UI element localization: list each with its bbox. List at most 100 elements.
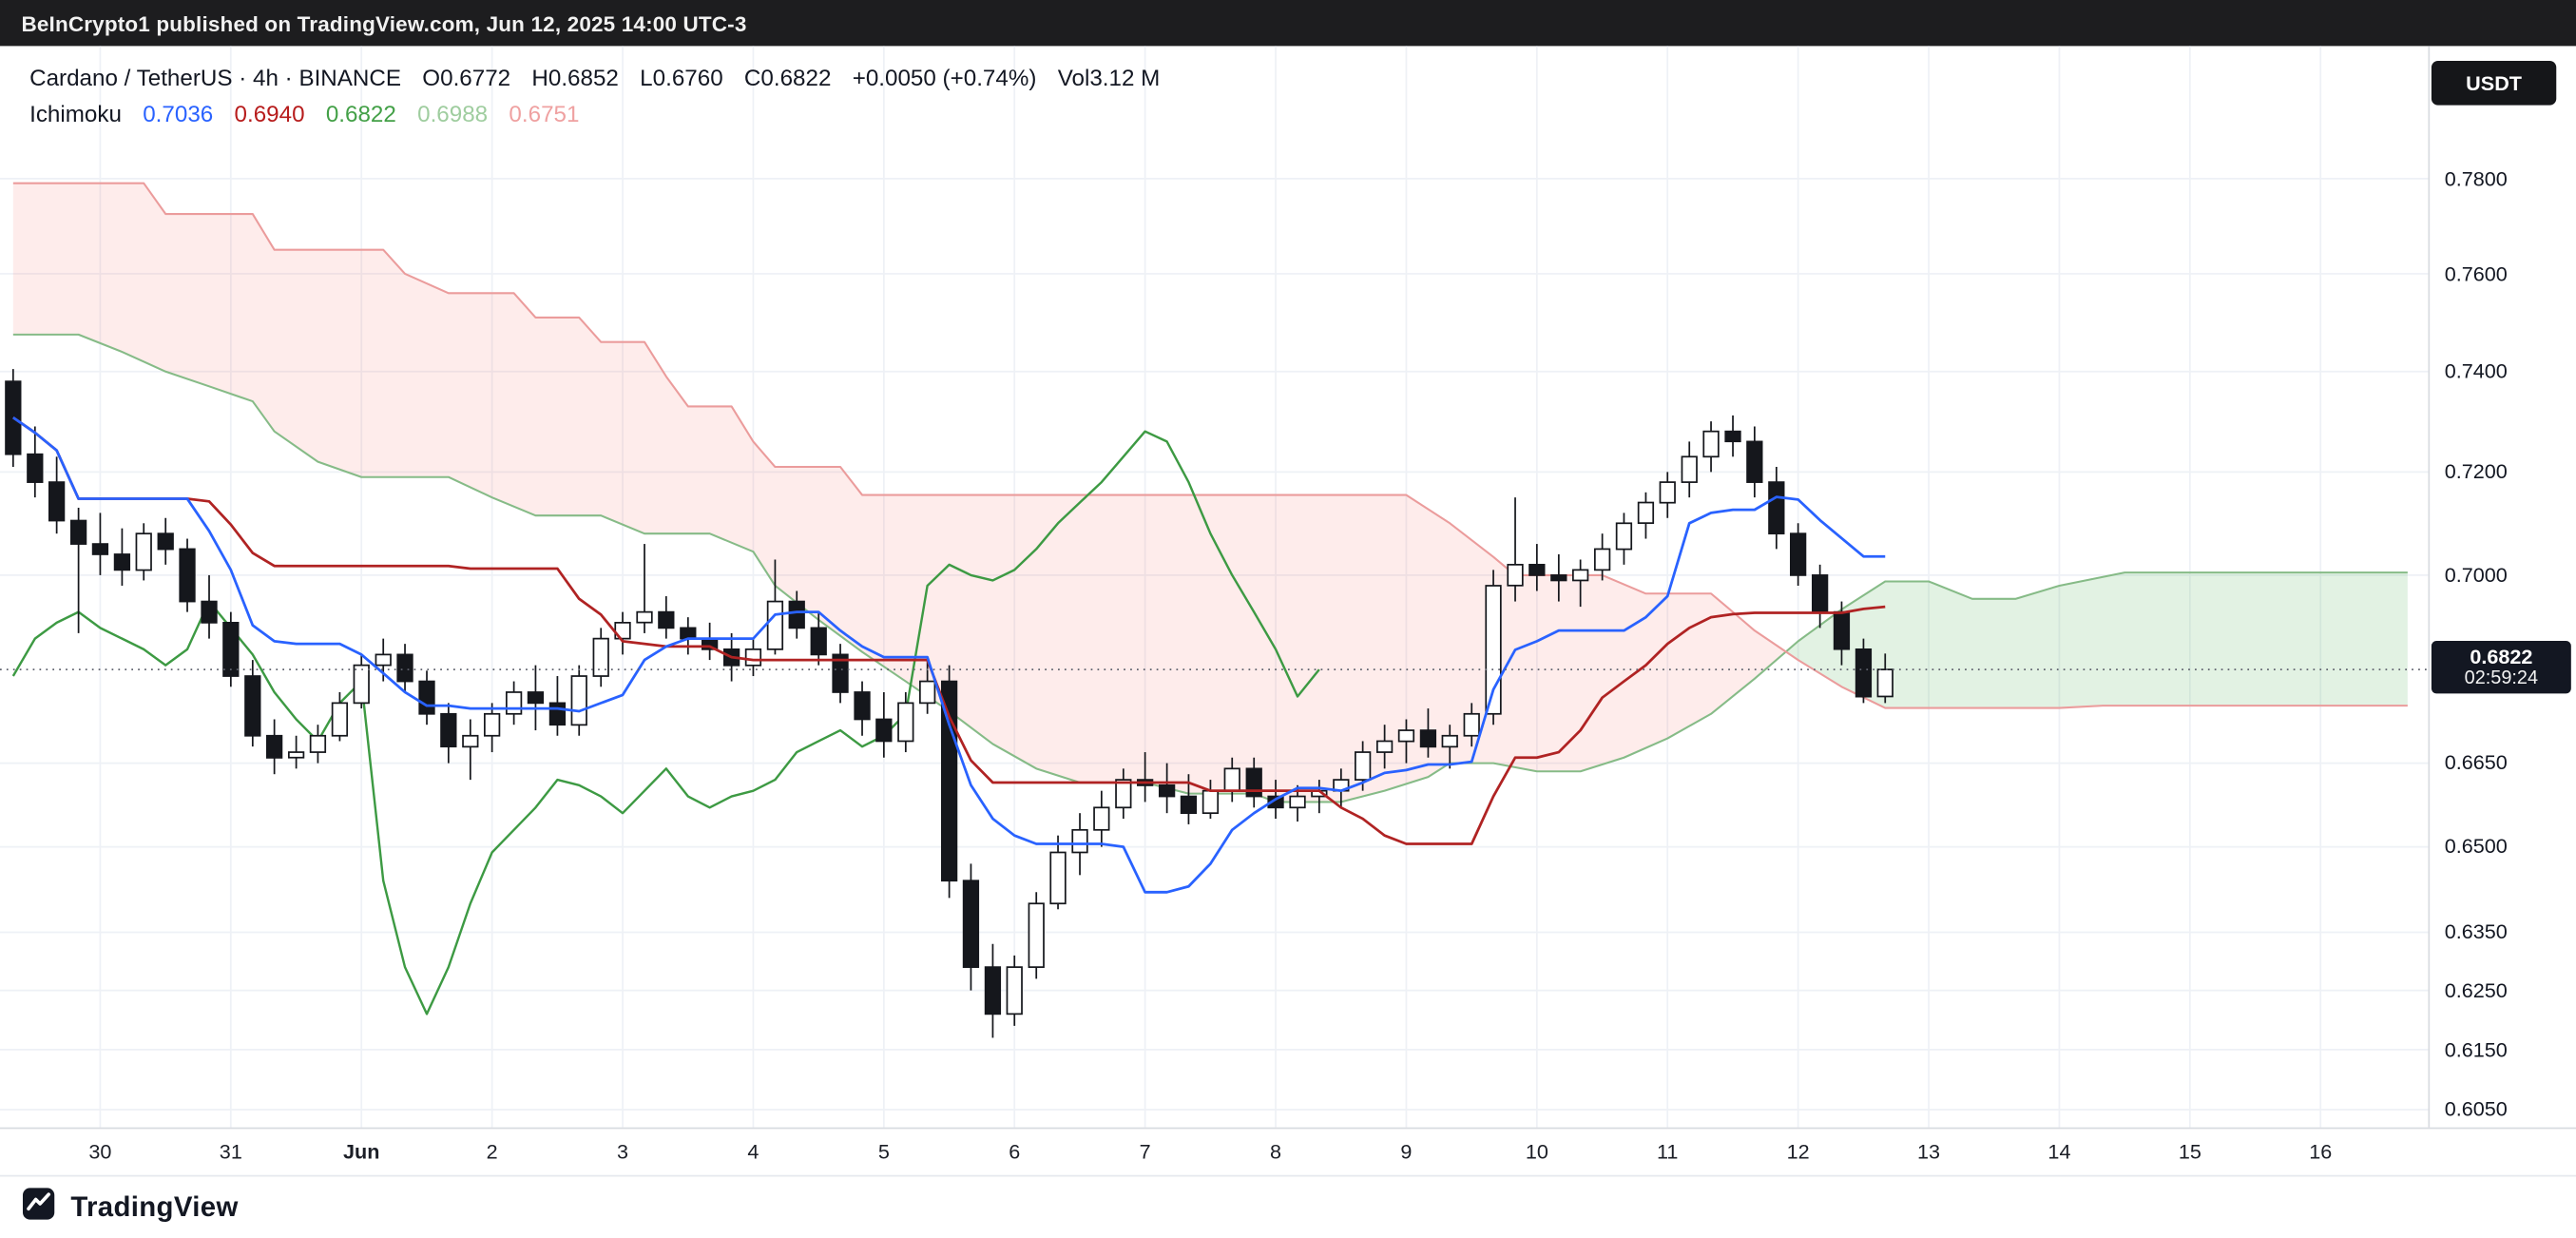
- time-axis-label: 5: [877, 1140, 890, 1164]
- candle-body: [658, 610, 675, 629]
- candle-body: [1507, 563, 1524, 587]
- ichimoku-conversion-value: 0.7036: [143, 100, 214, 127]
- candle-body: [788, 600, 805, 629]
- candle-body: [179, 548, 196, 603]
- candle-body: [1550, 574, 1567, 582]
- ohlc-close: C0.6822: [743, 64, 832, 91]
- price-axis-label: 0.6350: [2444, 920, 2508, 944]
- price-axis-label: 0.7000: [2444, 563, 2508, 588]
- candle-body: [1397, 729, 1415, 743]
- candle-body: [1006, 966, 1023, 1016]
- candle-body: [1354, 751, 1372, 781]
- candle-body: [27, 453, 44, 483]
- volume-value: Vol3.12 M: [1057, 64, 1161, 91]
- time-axis-label: 3: [617, 1140, 629, 1164]
- candle-body: [157, 532, 174, 551]
- candle-body: [1267, 795, 1284, 809]
- candle-body: [1593, 548, 1611, 571]
- ichimoku-cloud-region: [12, 183, 1785, 803]
- candle-body: [1659, 481, 1676, 504]
- candle-body: [331, 702, 349, 737]
- candle-body: [440, 712, 457, 748]
- candle-body: [1768, 481, 1785, 535]
- time-axis-label: 14: [2047, 1140, 2071, 1164]
- candle-body: [1463, 712, 1480, 737]
- candle-body: [1833, 610, 1851, 650]
- candle-body: [48, 481, 66, 522]
- candle-body: [832, 653, 849, 693]
- tradingview-wordmark[interactable]: TradingView: [70, 1190, 239, 1223]
- tradingview-logo-icon[interactable]: [21, 1186, 55, 1228]
- candle-body: [875, 718, 893, 743]
- candle-body: [265, 734, 283, 759]
- candle-body: [570, 675, 587, 726]
- candle-body: [984, 966, 1002, 1016]
- time-axis-label: 9: [1400, 1140, 1413, 1164]
- indicator-status-row: Ichimoku 0.7036 0.6940 0.6822 0.6988 0.6…: [29, 99, 1160, 130]
- candle-body: [1528, 563, 1546, 576]
- ohlc-high: H0.6852: [531, 64, 619, 91]
- price-axis-label: 0.7600: [2444, 261, 2508, 286]
- symbol-status-row: Cardano / TetherUS · 4h · BINANCE O0.677…: [29, 63, 1160, 94]
- ohlc-open: O0.6772: [422, 64, 511, 91]
- candle-body: [1245, 767, 1262, 798]
- time-axis-label: 10: [1525, 1140, 1548, 1164]
- candle-body: [548, 702, 567, 726]
- candle-body: [222, 621, 240, 677]
- ichimoku-lagging-value: 0.6822: [325, 100, 396, 127]
- candle-body: [1201, 789, 1220, 815]
- candle-body: [1724, 430, 1741, 443]
- time-axis-label: 7: [1139, 1140, 1151, 1164]
- price-axis-label: 0.7200: [2444, 460, 2508, 484]
- candle-body: [1637, 501, 1655, 524]
- candle-body: [1180, 795, 1198, 815]
- os-title-bar: BeInCrypto1 published on TradingView.com…: [0, 0, 2576, 47]
- currency-toggle-button[interactable]: USDT: [2431, 60, 2557, 106]
- symbol-title[interactable]: Cardano / TetherUS · 4h · BINANCE: [29, 64, 402, 91]
- time-axis-label: 2: [486, 1140, 498, 1164]
- candle-body: [309, 734, 327, 753]
- candle-body: [135, 532, 152, 571]
- candle-body: [744, 648, 762, 667]
- candle-body: [91, 543, 109, 555]
- candle-body: [287, 751, 305, 759]
- candle-body: [396, 653, 413, 683]
- time-axis[interactable]: 30 31 Jun 2 3 4 5 6 7 8 9 10 11 12 13 14 15 16: [0, 1127, 2576, 1175]
- time-axis-label: 4: [747, 1140, 759, 1164]
- published-caption: BeInCrypto1 published on TradingView.com…: [21, 10, 747, 36]
- price-axis-label: 0.7400: [2444, 359, 2508, 383]
- candle-body: [1485, 585, 1502, 715]
- candle-body: [1028, 902, 1045, 968]
- candle-body: [1115, 779, 1132, 809]
- senkou-span-b-line: [12, 182, 2408, 709]
- candle-body: [353, 664, 370, 705]
- candle-body: [1441, 734, 1458, 748]
- candle-body: [854, 691, 871, 721]
- ohlc-low: L0.6760: [640, 64, 723, 91]
- time-axis-label: 12: [1786, 1140, 1810, 1164]
- price-axis-label: 0.6250: [2444, 978, 2508, 1002]
- price-axis-label: 0.7800: [2444, 166, 2508, 190]
- candle-body: [483, 712, 501, 737]
- current-price-label: 0.6822 02:59:24: [2431, 641, 2571, 695]
- ichimoku-lead-a-value: 0.6988: [417, 100, 489, 127]
- candle-body: [1746, 440, 1763, 483]
- price-axis[interactable]: 0.6822 02:59:24 0.7800 0.7600 0.7400 0.7200…: [2428, 46, 2576, 1175]
- candle-body: [462, 734, 479, 748]
- candle-body: [1790, 532, 1807, 576]
- candle-body: [1855, 648, 1873, 698]
- footer-bar: TradingView: [0, 1174, 2576, 1238]
- candle-body: [810, 627, 827, 656]
- candle-body: [418, 680, 435, 715]
- time-axis-label: 6: [1009, 1140, 1021, 1164]
- indicator-name[interactable]: Ichimoku: [29, 100, 122, 127]
- time-axis-label: 8: [1270, 1140, 1282, 1164]
- price-axis-label: 0.6150: [2444, 1037, 2508, 1061]
- candle-body: [527, 691, 545, 705]
- candle-body: [1811, 574, 1829, 613]
- price-change: +0.0050 (+0.74%): [852, 64, 1037, 91]
- chart-status-line: Cardano / TetherUS · 4h · BINANCE O0.677…: [29, 63, 1160, 130]
- candle-body: [1375, 740, 1394, 753]
